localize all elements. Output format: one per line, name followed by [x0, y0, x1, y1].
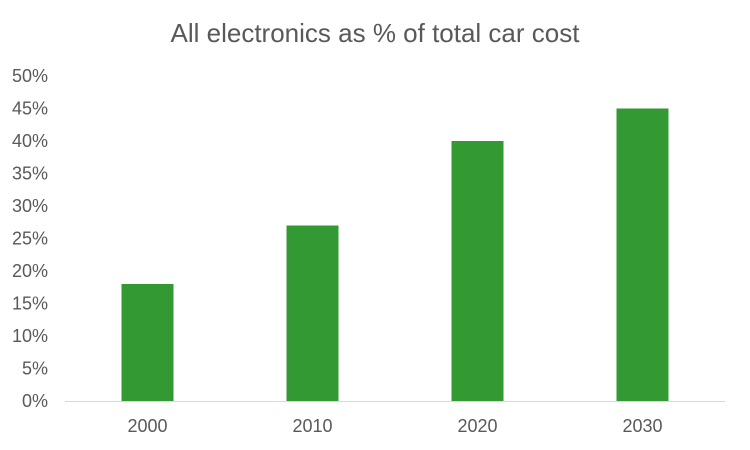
y-tick-label: 0% [22, 391, 48, 411]
chart-title: All electronics as % of total car cost [171, 18, 581, 48]
x-tick-label: 2020 [457, 416, 497, 436]
y-tick-label: 40% [12, 131, 48, 151]
y-tick-label: 15% [12, 294, 48, 314]
x-axis: 2000 2010 2020 2030 [127, 416, 662, 436]
bar-2030 [616, 108, 669, 401]
y-tick-label: 20% [12, 261, 48, 281]
x-tick-label: 2030 [622, 416, 662, 436]
bar-2000 [121, 284, 174, 401]
y-tick-label: 50% [12, 66, 48, 86]
bars-layer [121, 108, 669, 401]
y-tick-label: 35% [12, 164, 48, 184]
y-axis: 0% 5% 10% 15% 20% 25% 30% 35% 40% 45% 50% [12, 66, 48, 411]
x-tick-label: 2000 [127, 416, 167, 436]
y-tick-label: 25% [12, 229, 48, 249]
y-tick-label: 30% [12, 196, 48, 216]
y-tick-label: 5% [22, 359, 48, 379]
y-tick-label: 10% [12, 326, 48, 346]
bar-2020 [451, 141, 504, 401]
bar-2010 [286, 225, 339, 401]
x-tick-label: 2010 [292, 416, 332, 436]
y-tick-label: 45% [12, 99, 48, 119]
